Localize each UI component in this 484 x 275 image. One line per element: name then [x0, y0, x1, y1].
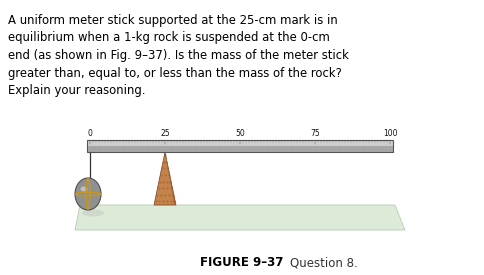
- Ellipse shape: [80, 186, 88, 191]
- Text: greater than, equal to, or less than the mass of the rock?: greater than, equal to, or less than the…: [8, 67, 342, 79]
- Text: A uniform meter stick supported at the 25-cm mark is in: A uniform meter stick supported at the 2…: [8, 14, 338, 27]
- Text: 75: 75: [310, 129, 320, 138]
- Ellipse shape: [82, 210, 104, 216]
- Text: Question 8.: Question 8.: [290, 257, 358, 269]
- Text: 0: 0: [88, 129, 92, 138]
- Ellipse shape: [75, 178, 101, 210]
- FancyBboxPatch shape: [87, 140, 393, 146]
- Polygon shape: [154, 152, 176, 205]
- Polygon shape: [75, 205, 405, 230]
- Text: Explain your reasoning.: Explain your reasoning.: [8, 84, 146, 97]
- Text: 50: 50: [235, 129, 245, 138]
- FancyBboxPatch shape: [87, 146, 393, 152]
- Text: FIGURE 9–37: FIGURE 9–37: [200, 257, 284, 269]
- Text: equilibrium when a 1-kg rock is suspended at the 0-cm: equilibrium when a 1-kg rock is suspende…: [8, 32, 330, 45]
- Text: end (as shown in Fig. 9–37). Is the mass of the meter stick: end (as shown in Fig. 9–37). Is the mass…: [8, 49, 349, 62]
- Text: 25: 25: [160, 129, 170, 138]
- Polygon shape: [165, 152, 176, 205]
- Text: 100: 100: [383, 129, 397, 138]
